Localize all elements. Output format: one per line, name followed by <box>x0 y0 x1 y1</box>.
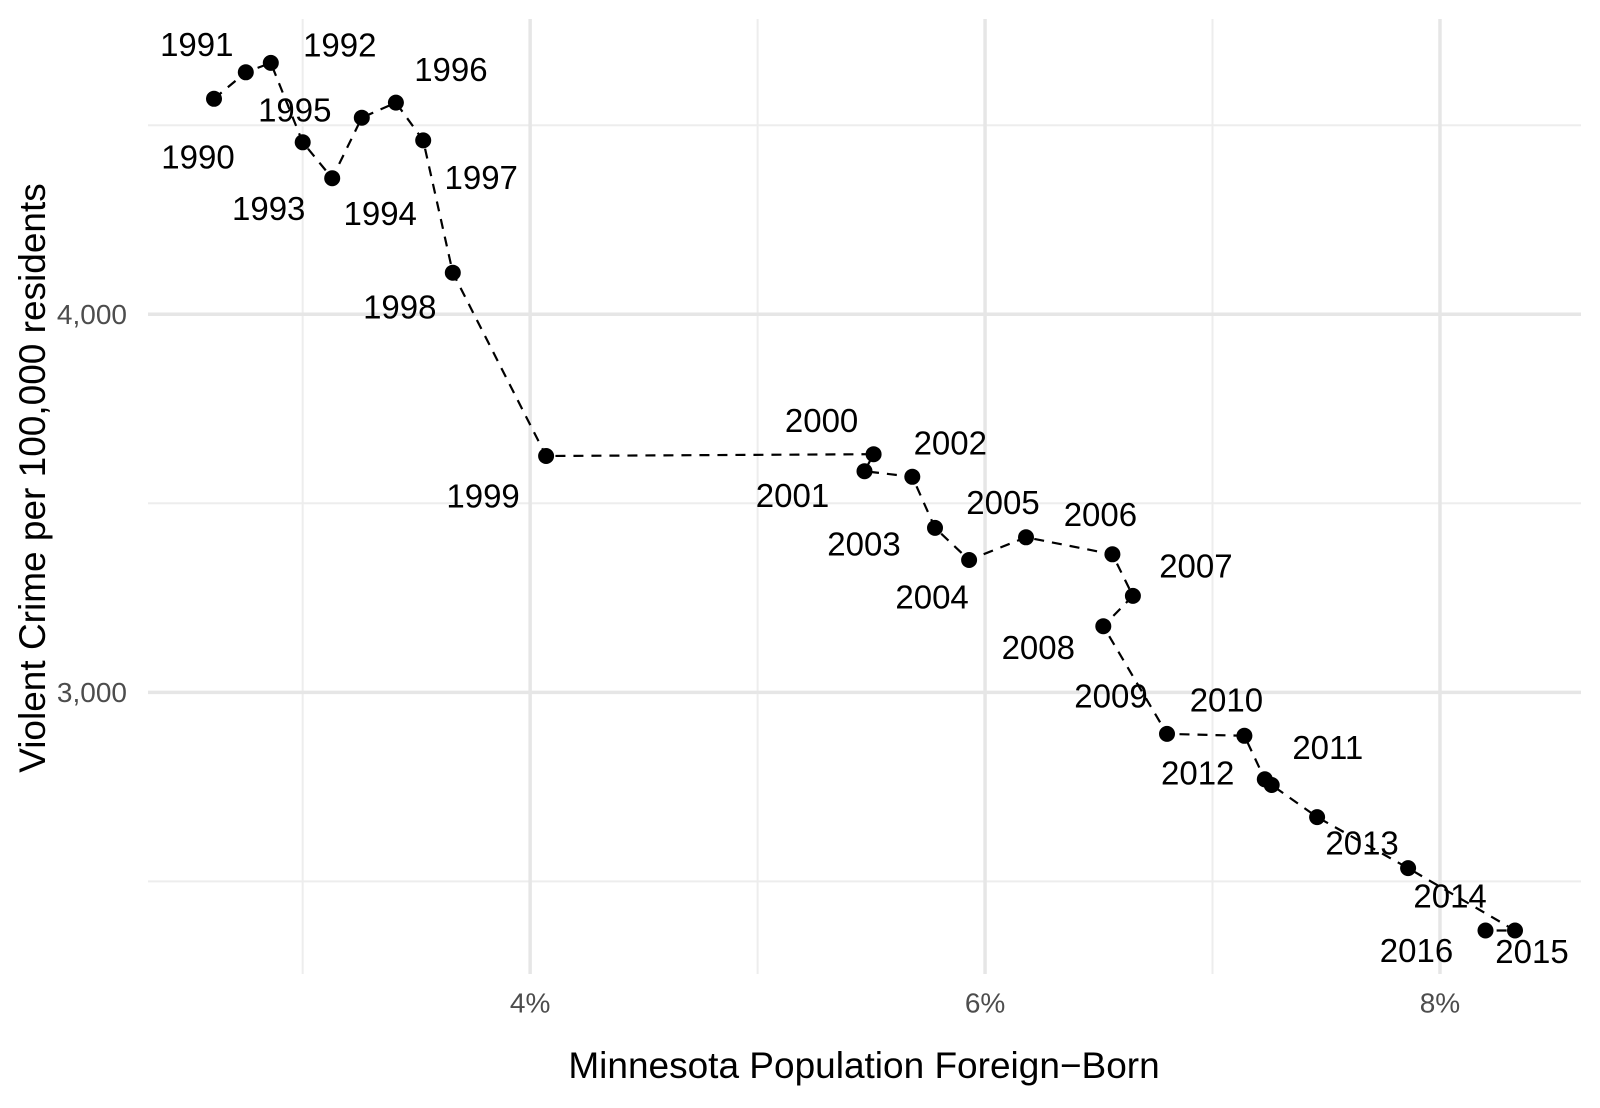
data-point-1992 <box>262 54 279 71</box>
data-point-2000 <box>865 446 882 463</box>
x-tick-label-8: 8% <box>1420 987 1460 1018</box>
data-point-2016 <box>1477 922 1494 939</box>
x-axis-title: Minnesota Population Foreign−Born <box>568 1045 1160 1086</box>
year-label-2014: 2014 <box>1413 878 1486 915</box>
data-point-2001 <box>856 463 873 480</box>
data-point-2005 <box>1018 529 1034 546</box>
data-point-1999 <box>538 448 555 464</box>
data-point-2010 <box>1236 727 1253 744</box>
year-label-2005: 2005 <box>966 484 1039 521</box>
data-point-1991 <box>237 64 254 81</box>
year-label-2003: 2003 <box>827 525 900 562</box>
year-label-2009: 2009 <box>1074 677 1147 714</box>
year-label-2008: 2008 <box>1002 629 1075 666</box>
data-point-1993 <box>294 134 311 151</box>
data-point-1990 <box>206 90 222 107</box>
year-label-1995: 1995 <box>258 91 331 128</box>
x-tick-label-4: 4% <box>510 987 550 1018</box>
year-label-2004: 2004 <box>895 579 968 616</box>
series-line <box>213 61 1520 932</box>
data-point-2008 <box>1095 618 1112 635</box>
data-point-2002 <box>904 468 921 485</box>
year-label-1994: 1994 <box>343 195 416 232</box>
year-label-1991: 1991 <box>160 26 233 63</box>
data-point-2003 <box>927 519 943 536</box>
data-point-2012 <box>1263 777 1280 793</box>
data-point-1996 <box>387 94 404 111</box>
year-label-2006: 2006 <box>1064 496 1137 533</box>
x-tick-label-6: 6% <box>965 987 1005 1018</box>
data-point-2009 <box>1159 725 1175 742</box>
year-label-2000: 2000 <box>785 402 858 439</box>
data-point-2015 <box>1507 922 1523 939</box>
data-point-2007 <box>1124 587 1141 604</box>
year-label-1998: 1998 <box>363 288 436 325</box>
year-label-2012: 2012 <box>1161 755 1234 792</box>
year-label-1997: 1997 <box>444 159 517 196</box>
year-label-1992: 1992 <box>303 26 376 63</box>
data-point-1995 <box>353 109 370 126</box>
data-point-1997 <box>415 132 432 149</box>
y-tick-label-4000: 4,000 <box>57 299 127 330</box>
y-axis-title: Violent Crime per 100,000 residents <box>12 183 53 773</box>
data-point-2014 <box>1400 860 1417 877</box>
year-label-1993: 1993 <box>232 190 305 227</box>
year-label-2011: 2011 <box>1292 729 1363 766</box>
data-point-2006 <box>1104 546 1121 563</box>
year-label-2010: 2010 <box>1190 681 1263 718</box>
year-label-2016: 2016 <box>1380 932 1453 969</box>
year-label-2015: 2015 <box>1495 933 1568 970</box>
year-label-2001: 2001 <box>756 477 829 514</box>
year-label-2013: 2013 <box>1325 825 1398 862</box>
year-label-2007: 2007 <box>1159 547 1232 584</box>
data-point-1998 <box>444 264 461 281</box>
data-point-2004 <box>961 552 978 568</box>
data-point-2013 <box>1309 809 1326 826</box>
y-tick-label-3000: 3,000 <box>57 677 127 708</box>
year-label-1990: 1990 <box>161 138 234 175</box>
year-label-2002: 2002 <box>914 424 987 461</box>
year-label-1996: 1996 <box>414 51 487 88</box>
data-point-1994 <box>324 170 341 187</box>
year-label-1999: 1999 <box>446 478 519 515</box>
